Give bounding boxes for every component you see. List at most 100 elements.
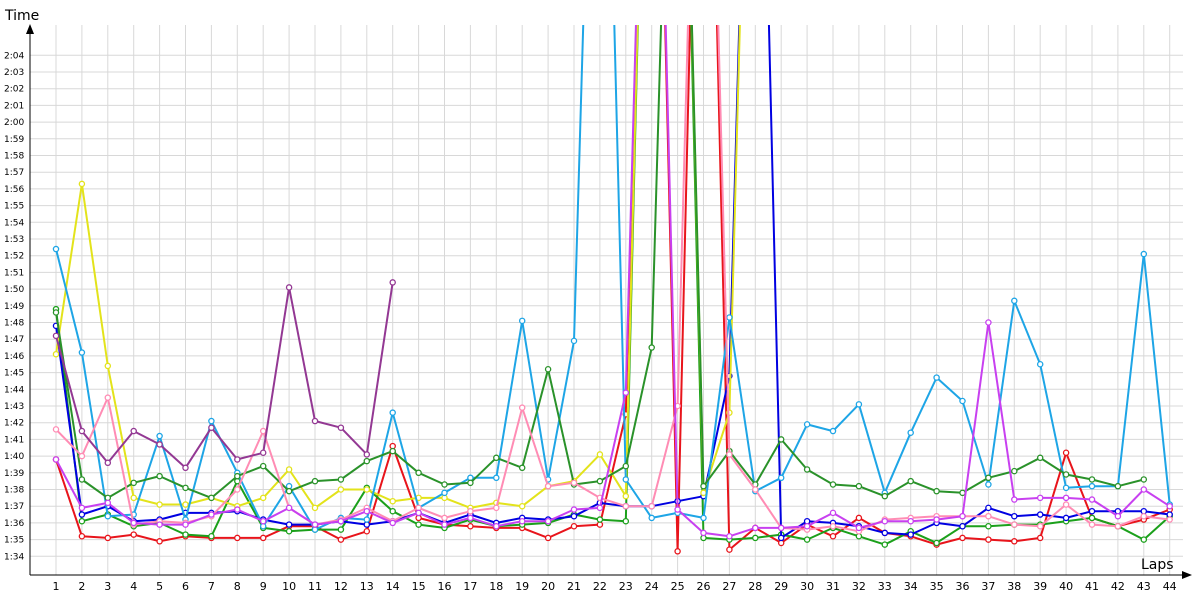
data-point [933, 374, 940, 381]
data-point [493, 474, 500, 482]
data-point [1062, 501, 1070, 508]
data-point [441, 481, 448, 488]
data-point [182, 484, 189, 492]
data-point [104, 512, 112, 520]
series-line [55, 25, 1171, 553]
data-point [78, 517, 86, 525]
data-point [234, 472, 241, 480]
x-tick-label: 11 [308, 580, 322, 593]
data-point [881, 541, 889, 548]
data-point [518, 404, 526, 411]
data-point [985, 474, 992, 482]
y-tick-label: 1:43 [4, 402, 24, 412]
data-point [777, 474, 785, 482]
data-point [104, 499, 112, 507]
data-point [285, 528, 293, 535]
y-axis-label: Time [4, 8, 39, 24]
data-point [182, 531, 189, 538]
data-point [985, 512, 992, 520]
data-point [104, 459, 112, 467]
data-point [1088, 521, 1096, 528]
series-line [55, 25, 1171, 546]
data-point [700, 529, 707, 537]
data-point [389, 497, 396, 505]
data-point [622, 492, 630, 500]
data-point [259, 534, 267, 542]
data-point [674, 548, 681, 555]
x-tick-label: 13 [360, 580, 374, 593]
data-point [1011, 521, 1018, 528]
data-point [467, 507, 474, 515]
data-point [285, 466, 293, 473]
data-point [881, 492, 889, 500]
data-point [363, 457, 371, 465]
data-point [130, 427, 137, 435]
data-point [234, 534, 241, 542]
data-point [78, 511, 86, 518]
data-point [234, 506, 241, 513]
data-point [829, 533, 837, 540]
data-point [985, 522, 992, 530]
data-point [1036, 360, 1044, 368]
x-tick-label: 7 [208, 580, 215, 593]
data-point [259, 427, 267, 435]
x-tick-label: 33 [878, 580, 892, 593]
data-point [493, 454, 500, 462]
x-tick-label: 6 [182, 580, 189, 593]
data-point [1114, 482, 1122, 490]
x-tick-label: 27 [722, 580, 736, 593]
data-point [1062, 484, 1070, 492]
x-tick-label: 43 [1137, 580, 1151, 593]
y-tick-label: 1:42 [4, 419, 24, 429]
y-tick-label: 1:37 [4, 502, 24, 512]
data-point [182, 464, 189, 472]
data-point [52, 350, 60, 358]
x-tick-label: 2 [78, 580, 85, 593]
series-line [55, 25, 1170, 539]
data-point [881, 529, 889, 537]
data-point [518, 464, 526, 472]
x-tick-label: 19 [515, 580, 529, 593]
data-point [104, 362, 112, 370]
series-line [55, 25, 1170, 533]
data-point [208, 494, 215, 502]
data-point [1036, 511, 1044, 518]
y-tick-label: 1:38 [4, 486, 24, 496]
data-point [959, 522, 966, 530]
data-point [441, 489, 448, 497]
data-point [648, 344, 655, 351]
plot-area [52, 25, 1173, 555]
data-point [1062, 514, 1070, 522]
data-point [311, 504, 319, 512]
x-tick-label: 29 [774, 580, 788, 593]
data-point [596, 516, 604, 523]
x-tick-label: 24 [645, 580, 659, 593]
data-point [648, 514, 655, 522]
data-point [208, 417, 215, 425]
x-tick-label: 30 [800, 580, 814, 593]
data-point [700, 482, 707, 490]
y-tick-label: 1:47 [4, 335, 24, 345]
series-1 [52, 25, 1173, 555]
x-tick-label: 25 [671, 580, 685, 593]
x-tick-label: 42 [1111, 580, 1125, 593]
data-point [1036, 454, 1044, 462]
y-tick-label: 1:53 [4, 235, 24, 245]
data-point [648, 502, 655, 510]
data-point [311, 477, 319, 485]
data-point [752, 534, 759, 542]
data-point [363, 516, 371, 523]
y-tick-label: 1:54 [4, 218, 24, 228]
data-point [1062, 449, 1070, 457]
data-point [752, 524, 759, 532]
x-tick-label: 26 [697, 580, 711, 593]
y-tick-label: 2:02 [4, 85, 24, 95]
data-point [907, 429, 914, 436]
data-point [259, 449, 267, 457]
data-point [596, 504, 604, 512]
x-tick-label: 10 [282, 580, 296, 593]
data-point [363, 528, 371, 535]
data-point [959, 534, 966, 542]
series-line [55, 25, 1171, 538]
x-tick-label: 9 [260, 580, 267, 593]
